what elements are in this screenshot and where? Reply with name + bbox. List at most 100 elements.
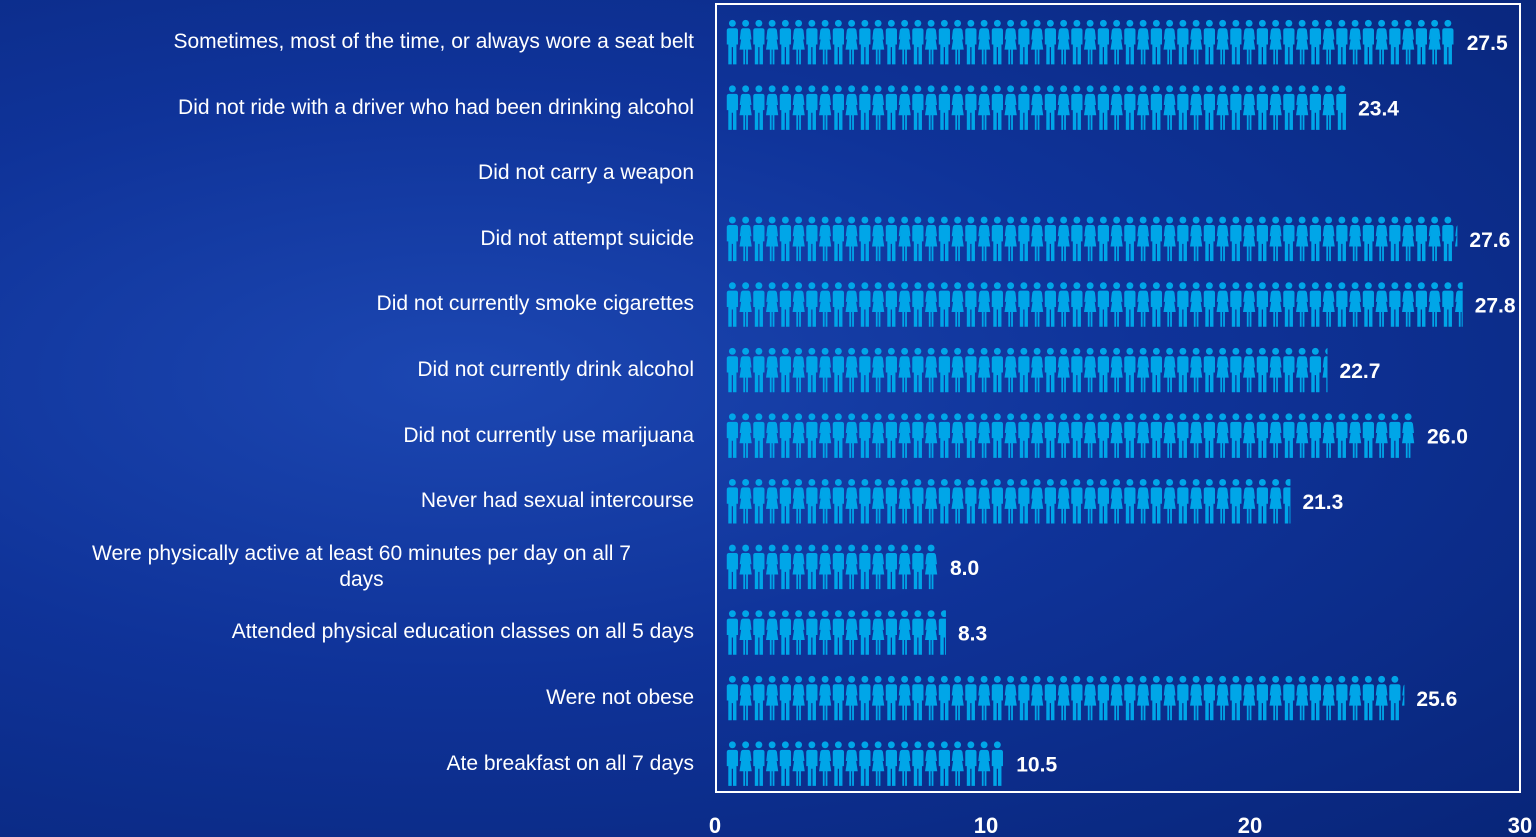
male-figure-icon xyxy=(859,85,871,130)
pictogram-bar xyxy=(726,610,946,655)
female-figure-icon xyxy=(792,479,805,524)
female-figure-icon xyxy=(1031,675,1044,721)
category-label: Were physically active at least 60 minut… xyxy=(92,541,631,591)
female-figure-icon xyxy=(1110,19,1123,65)
female-figure-icon xyxy=(951,741,964,786)
female-figure-icon xyxy=(819,741,832,786)
male-figure-icon xyxy=(912,544,924,590)
category-label: Did not carry a weapon xyxy=(478,161,694,185)
male-figure-icon xyxy=(965,19,977,65)
female-figure-icon xyxy=(925,610,938,655)
female-figure-icon xyxy=(1216,216,1229,262)
female-figure-icon xyxy=(898,85,911,130)
male-figure-icon xyxy=(726,675,738,721)
female-figure-icon xyxy=(1322,19,1335,65)
female-figure-icon xyxy=(898,347,911,393)
male-figure-icon xyxy=(1309,347,1321,393)
female-figure-icon xyxy=(1004,282,1017,327)
male-figure-icon xyxy=(832,85,844,130)
female-figure-icon xyxy=(819,413,832,458)
male-figure-icon xyxy=(1230,347,1242,393)
female-figure-icon xyxy=(1190,347,1203,393)
male-figure-icon xyxy=(965,216,977,262)
male-figure-icon xyxy=(912,610,924,655)
female-figure-icon xyxy=(845,216,858,262)
female-figure-icon xyxy=(1163,85,1176,130)
female-figure-icon xyxy=(872,675,885,721)
female-figure-icon xyxy=(1057,413,1070,458)
male-figure-icon xyxy=(938,19,950,65)
male-figure-icon xyxy=(938,216,950,262)
female-figure-icon xyxy=(1349,216,1362,262)
female-figure-icon xyxy=(872,479,885,524)
category-label: Did not ride with a driver who had been … xyxy=(178,95,694,119)
female-figure-icon xyxy=(766,216,779,262)
female-figure-icon xyxy=(1296,413,1309,458)
female-figure-icon xyxy=(845,413,858,458)
male-figure-icon xyxy=(1203,347,1215,393)
pictogram-bar xyxy=(726,19,1454,65)
male-figure-icon xyxy=(1389,282,1401,327)
female-figure-icon xyxy=(1084,19,1097,65)
female-figure-icon xyxy=(1296,216,1309,262)
female-figure-icon xyxy=(1190,19,1203,65)
male-figure-icon xyxy=(753,544,765,590)
male-figure-icon xyxy=(1044,675,1056,721)
male-figure-icon xyxy=(885,19,897,65)
category-label: Ate breakfast on all 7 days xyxy=(446,751,694,775)
male-figure-icon xyxy=(1309,282,1321,327)
pictogram-bar xyxy=(726,741,1003,786)
male-figure-icon xyxy=(806,85,818,130)
female-figure-icon xyxy=(792,216,805,262)
male-figure-icon xyxy=(991,741,1003,786)
male-figure-icon xyxy=(726,610,738,655)
male-figure-icon xyxy=(753,85,765,130)
female-figure-icon xyxy=(925,85,938,130)
female-figure-icon xyxy=(872,741,885,786)
male-figure-icon xyxy=(1177,282,1189,327)
male-figure-icon xyxy=(938,610,946,655)
female-figure-icon xyxy=(1216,675,1229,721)
male-figure-icon xyxy=(1362,19,1374,65)
female-figure-icon xyxy=(1349,413,1362,458)
female-figure-icon xyxy=(766,19,779,65)
female-figure-icon xyxy=(739,544,752,590)
female-figure-icon xyxy=(739,741,752,786)
male-figure-icon xyxy=(779,544,791,590)
male-figure-icon xyxy=(753,19,765,65)
value-label: 22.7 xyxy=(1340,360,1381,383)
male-figure-icon xyxy=(885,413,897,458)
female-figure-icon xyxy=(1455,282,1463,327)
male-figure-icon xyxy=(1283,675,1295,721)
male-figure-icon xyxy=(1256,347,1268,393)
male-figure-icon xyxy=(1097,19,1109,65)
male-figure-icon xyxy=(726,741,738,786)
male-figure-icon xyxy=(726,347,738,393)
category-label: Sometimes, most of the time, or always w… xyxy=(173,30,694,53)
pictogram-bar xyxy=(726,216,1458,262)
female-figure-icon xyxy=(1137,479,1150,524)
female-figure-icon xyxy=(1216,479,1229,524)
female-figure-icon xyxy=(819,282,832,327)
male-figure-icon xyxy=(1336,282,1348,327)
male-figure-icon xyxy=(912,216,924,262)
male-figure-icon xyxy=(832,413,844,458)
male-figure-icon xyxy=(885,610,897,655)
male-figure-icon xyxy=(991,675,1003,721)
male-figure-icon xyxy=(1283,347,1295,393)
female-figure-icon xyxy=(1110,216,1123,262)
female-figure-icon xyxy=(978,282,991,327)
female-figure-icon xyxy=(872,19,885,65)
male-figure-icon xyxy=(1283,216,1295,262)
female-figure-icon xyxy=(1031,413,1044,458)
female-figure-icon xyxy=(1110,479,1123,524)
male-figure-icon xyxy=(832,216,844,262)
female-figure-icon xyxy=(845,741,858,786)
female-figure-icon xyxy=(1004,675,1017,721)
female-figure-icon xyxy=(1428,19,1441,65)
male-figure-icon xyxy=(1389,19,1401,65)
female-figure-icon xyxy=(898,610,911,655)
value-label: 8.3 xyxy=(958,622,987,645)
female-figure-icon xyxy=(766,413,779,458)
female-figure-icon xyxy=(1402,413,1415,458)
